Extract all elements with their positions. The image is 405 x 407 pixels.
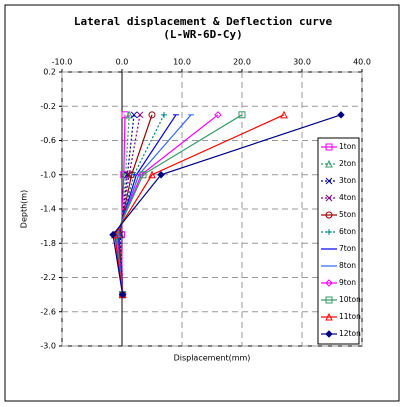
marker [325,177,333,185]
y-tick-label: 0.2 [43,68,56,77]
x-tick-label: 30.0 [293,58,311,67]
marker [325,312,333,321]
x-tick-label: 40.0 [353,58,371,67]
y-tick-label: -3.0 [40,342,56,351]
legend-label: 7ton [339,244,356,253]
series-line [112,114,342,295]
legend-label: 2ton [339,159,356,168]
legend-label: 12ton [339,329,361,338]
legend-label: 8ton [339,261,356,270]
legend-label: 10ton [339,295,361,304]
y-tick-label: -2.6 [40,307,56,316]
marker [325,296,333,304]
x-tick-label: -10.0 [52,58,73,67]
marker [325,194,333,202]
marker [325,279,333,287]
chart-title: Lateral displacement & Deflection curve [74,15,333,28]
marker [136,111,144,119]
marker [280,110,288,119]
legend-label: 9ton [339,278,356,287]
marker [161,111,167,118]
legend-box [317,137,360,345]
y-tick-label: -2.2 [40,273,56,282]
legend-label: 1ton [339,142,356,151]
x-tick-label: 0.0 [116,58,129,67]
marker [325,143,333,151]
y-tick-label: -1.4 [40,205,56,214]
marker [125,110,134,119]
marker [325,211,333,219]
legend-label: 5ton [339,210,356,219]
marker [109,230,117,239]
marker [148,170,156,179]
marker [325,159,333,168]
y-tick-label: -0.6 [40,136,56,145]
x-tick-label: 20.0 [233,58,251,67]
y-tick-label: -0.2 [40,102,56,111]
legend-label: 6ton [339,227,356,236]
marker [326,229,332,235]
legend-label: 3ton [339,176,356,185]
legend-label: 11ton [339,312,361,321]
y-tick-label: -1.0 [40,170,56,179]
marker [238,111,246,119]
marker [337,111,345,119]
marker [139,171,147,179]
chart-subtitle: (L-WR-6D-Cy) [163,28,242,41]
marker [130,111,138,119]
series-line [117,114,165,295]
legend-label: 4ton [339,193,356,202]
x-tick-label: 10.0 [173,58,191,67]
marker [118,290,127,299]
marker [325,330,333,338]
marker [214,111,222,119]
marker [148,111,156,119]
y-axis-label: Depth(m) [20,190,29,228]
y-tick-label: -1.8 [40,239,56,248]
series-line [120,114,126,295]
marker [157,171,165,179]
series-line [114,114,285,295]
x-axis-label: Displacement(mm) [174,354,251,363]
